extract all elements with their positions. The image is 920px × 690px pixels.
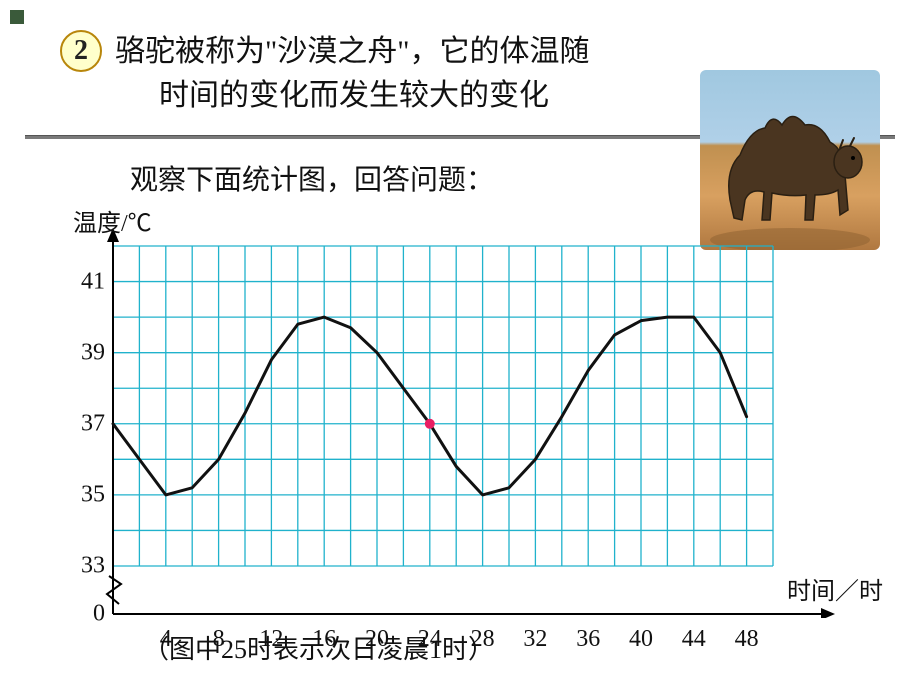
chart: 温度/℃ 时间／时 33353739410 481216202428323640… — [43, 198, 873, 668]
x-tick-label: 48 — [735, 626, 759, 653]
x-tick-label: 44 — [682, 626, 706, 653]
title-line-1: 骆驼被称为"沙漠之舟"，它的体温随 — [115, 30, 590, 74]
y-tick-label: 41 — [63, 268, 105, 295]
y-tick-label: 0 — [63, 601, 105, 628]
x-tick-label: 40 — [629, 626, 653, 653]
x-tick-label: 32 — [523, 626, 547, 653]
badge-number: 2 — [74, 35, 88, 67]
y-tick-label: 39 — [63, 339, 105, 366]
decorative-corner — [10, 10, 24, 24]
y-tick-label: 35 — [63, 481, 105, 508]
y-axis-label: 温度/℃ — [73, 203, 152, 238]
y-tick-label: 37 — [63, 410, 105, 437]
y-tick-label: 33 — [63, 553, 105, 580]
x-tick-label: 36 — [576, 626, 600, 653]
title-block: 骆驼被称为"沙漠之舟"，它的体温随 时间的变化而发生较大的变化 — [115, 30, 590, 117]
chart-svg — [43, 198, 873, 618]
question-number-badge: 2 — [60, 30, 102, 72]
x-axis-label: 时间／时 — [787, 571, 883, 606]
chart-footnote: （图中25时表示次日凌晨1时） — [143, 629, 494, 666]
subtitle: 观察下面统计图，回答问题： — [130, 158, 494, 198]
title-line-2: 时间的变化而发生较大的变化 — [115, 74, 590, 118]
